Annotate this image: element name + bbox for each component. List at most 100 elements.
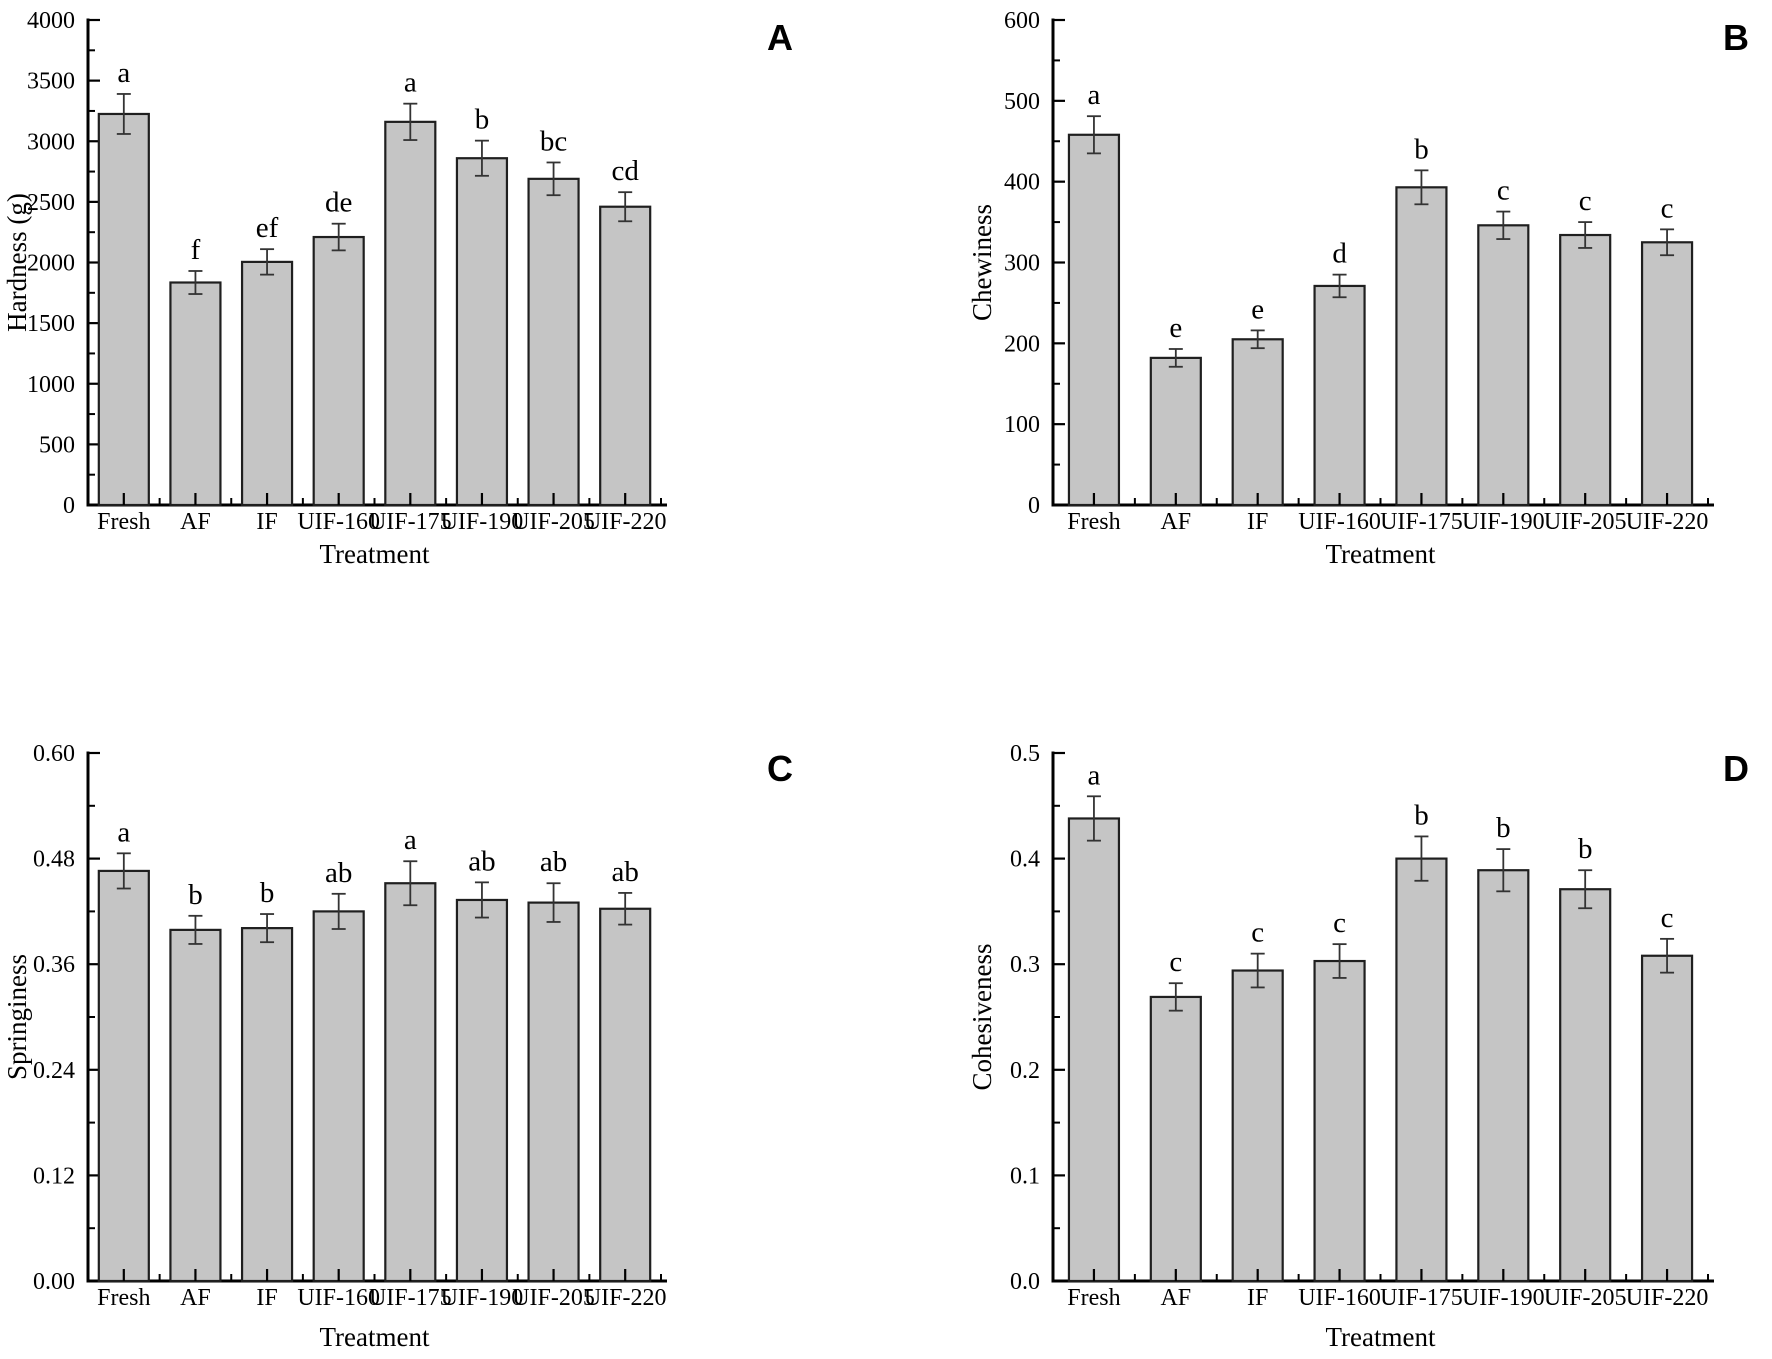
bar-UIF-160	[312, 910, 365, 1283]
error-bar-Fresh	[1086, 115, 1101, 155]
x-tick-label-UIF-220: UIF-220	[1626, 509, 1709, 535]
x-tick-label-UIF-220: UIF-220	[584, 1285, 667, 1311]
sig-letter-UIF-220: c	[1661, 192, 1674, 224]
sig-letter-IF: c	[1251, 917, 1264, 949]
y-tick-label: 1500	[27, 311, 75, 337]
bar-AF	[169, 281, 222, 507]
x-axis-title: Treatment	[1326, 539, 1436, 569]
bar-UIF-190	[1477, 224, 1530, 507]
sig-letter-Fresh: a	[117, 816, 130, 848]
y-tick-label: 500	[39, 432, 75, 458]
y-tick-label: 0.2	[1010, 1058, 1040, 1084]
x-tick-label-UIF-160: UIF-160	[297, 1285, 380, 1311]
y-tick-label: 0.24	[33, 1058, 75, 1084]
sig-letter-UIF-175: a	[404, 824, 417, 856]
sig-letter-UIF-175: b	[1414, 799, 1429, 831]
error-bar-AF	[1168, 348, 1183, 368]
y-tick-label: 0.00	[33, 1269, 75, 1295]
error-bar-UIF-190	[474, 139, 489, 177]
bar-UIF-220	[1640, 241, 1694, 507]
y-tick-label: 0	[1028, 493, 1040, 519]
x-tick-label-IF: IF	[1247, 509, 1268, 535]
y-axis-title: Springiness	[2, 954, 32, 1080]
bar-UIF-175	[384, 882, 437, 1283]
x-tick-label-UIF-205: UIF-205	[1544, 1285, 1627, 1311]
error-bar-AF	[188, 914, 203, 945]
y-tick-label: 600	[1004, 8, 1040, 34]
y-tick-label: 1000	[27, 372, 75, 398]
error-bar-UIF-205	[546, 161, 561, 197]
sig-letter-Fresh: a	[1088, 759, 1101, 791]
panel-letter-D: D	[1723, 748, 1749, 789]
panel-C: 0.00 0.12 0.24 0.36 0.48 0.60 a Fresh b AF b IF ab UI…	[2, 741, 793, 1352]
error-bar-Fresh	[116, 852, 131, 890]
x-tick-label-IF: IF	[1247, 1285, 1268, 1311]
sig-letter-Fresh: a	[1088, 79, 1101, 111]
bar-UIF-190	[1477, 869, 1530, 1283]
sig-letter-AF: c	[1169, 946, 1182, 978]
error-bar-UIF-190	[1496, 210, 1511, 240]
error-bar-UIF-205	[546, 882, 561, 923]
error-bar-IF	[1250, 329, 1265, 350]
sig-letter-IF: b	[260, 877, 275, 909]
error-bar-UIF-220	[1660, 937, 1675, 974]
bar-UIF-175	[1395, 857, 1448, 1283]
bar-UIF-160	[1313, 284, 1366, 507]
sig-letter-UIF-190: b	[475, 104, 490, 136]
error-bar-UIF-220	[618, 892, 633, 926]
panel-D: 0.0 0.1 0.2 0.3 0.4 0.5 a Fresh c AF c IF c UIF-160 b U…	[967, 741, 1749, 1352]
sig-letter-UIF-160: de	[325, 187, 352, 219]
x-tick-label-Fresh: Fresh	[97, 1285, 150, 1311]
x-tick-label-UIF-175: UIF-175	[1380, 509, 1463, 535]
sig-letter-UIF-160: d	[1332, 238, 1347, 270]
panel-letter-A: A	[767, 17, 793, 58]
x-tick-label-AF: AF	[180, 1285, 211, 1311]
sig-letter-UIF-205: ab	[540, 846, 567, 878]
error-bar-AF	[188, 270, 203, 295]
y-axis-title: Cohesiveness	[967, 944, 997, 1091]
y-tick-label: 100	[1004, 412, 1040, 438]
x-tick-label-AF: AF	[1160, 509, 1191, 535]
bar-UIF-220	[1640, 954, 1694, 1283]
error-bar-UIF-175	[1414, 835, 1429, 882]
y-tick-label: 200	[1004, 331, 1040, 357]
error-bar-Fresh	[116, 93, 131, 135]
sig-letter-AF: b	[188, 879, 203, 911]
sig-letter-UIF-220: c	[1661, 902, 1674, 934]
x-tick-label-UIF-160: UIF-160	[1298, 509, 1381, 535]
panel-d-chart: 0.0 0.1 0.2 0.3 0.4 0.5 a Fresh c AF c IF c UIF-160 b U…	[967, 741, 1749, 1352]
bar-UIF-220	[599, 205, 652, 507]
x-tick-label-UIF-175: UIF-175	[369, 1285, 452, 1311]
sig-letter-UIF-205: b	[1578, 833, 1593, 865]
error-bar-UIF-190	[1496, 848, 1511, 893]
bar-Fresh	[97, 112, 150, 507]
sig-letter-UIF-220: ab	[612, 856, 639, 888]
panel-c-chart: 0.00 0.12 0.24 0.36 0.48 0.60 a Fresh b AF b IF ab UI…	[2, 741, 793, 1352]
error-bar-Fresh	[1086, 795, 1101, 842]
y-tick-label: 0.1	[1010, 1163, 1040, 1189]
x-tick-label-IF: IF	[256, 1285, 277, 1311]
y-axis-title: Hardness (g)	[2, 193, 32, 332]
sig-letter-IF: ef	[256, 212, 279, 244]
sig-letter-UIF-190: c	[1497, 175, 1510, 207]
error-bar-UIF-175	[403, 860, 418, 907]
y-tick-label: 0.60	[33, 741, 75, 767]
bar-Fresh	[1067, 817, 1121, 1283]
y-tick-label: 0.4	[1010, 847, 1040, 873]
bar-UIF-190	[455, 157, 509, 507]
sig-letter-UIF-160: ab	[325, 857, 352, 889]
sig-letter-Fresh: a	[117, 57, 130, 89]
x-tick-label-UIF-190: UIF-190	[1462, 1285, 1545, 1311]
error-bar-IF	[1250, 952, 1265, 989]
error-bar-UIF-205	[1578, 869, 1593, 910]
x-tick-label-UIF-160: UIF-160	[1298, 1285, 1381, 1311]
panel-A: 0 500 1000 1500 2000 2500 3000 3500 4000 a Fresh f A…	[2, 8, 793, 569]
x-tick-label-UIF-190: UIF-190	[441, 1285, 524, 1311]
y-tick-label: 3000	[27, 129, 75, 155]
panel-letter-C: C	[767, 748, 793, 789]
bar-UIF-160	[312, 235, 365, 507]
bar-UIF-160	[1313, 959, 1366, 1283]
y-tick-label: 300	[1004, 251, 1040, 277]
error-bar-UIF-175	[403, 102, 418, 141]
panel-b-chart: 0 100 200 300 400 500 600 a Fresh e AF e IF d UIF-160 b…	[967, 8, 1749, 569]
